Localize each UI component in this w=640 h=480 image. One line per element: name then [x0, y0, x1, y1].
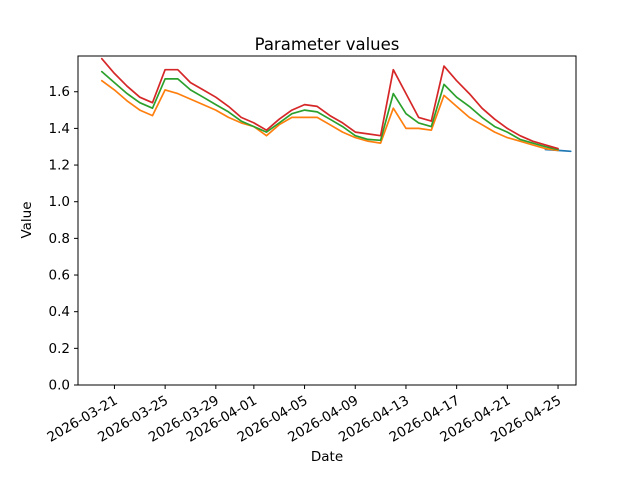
series-lines [100, 57, 572, 153]
y-tick-label: 0.6 [49, 268, 70, 284]
x-axis-label: Date [311, 449, 343, 465]
y-tick-label: 1.0 [49, 194, 70, 210]
y-tick-label: 1.2 [49, 158, 70, 174]
x-axis-ticks: 2026-03-212026-03-252026-03-292026-04-01… [44, 385, 564, 446]
y-tick-label: 0.8 [49, 231, 70, 247]
y-axis-ticks: 0.0 0.2 0.4 0.6 0.8 1.0 1.2 1.4 1.6 [49, 84, 78, 394]
y-tick-label: 0.0 [49, 378, 70, 394]
y-tick-label: 0.2 [49, 341, 70, 357]
y-axis-label: Value [19, 201, 35, 238]
series-line-red [100, 57, 559, 150]
plot-border [77, 55, 577, 386]
y-tick-label: 0.4 [49, 304, 70, 320]
series-line-green [100, 70, 559, 151]
series-line-orange [100, 79, 559, 152]
y-tick-label: 1.6 [49, 84, 70, 100]
y-tick-label: 1.4 [49, 121, 70, 137]
chart-title: Parameter values [255, 35, 400, 54]
